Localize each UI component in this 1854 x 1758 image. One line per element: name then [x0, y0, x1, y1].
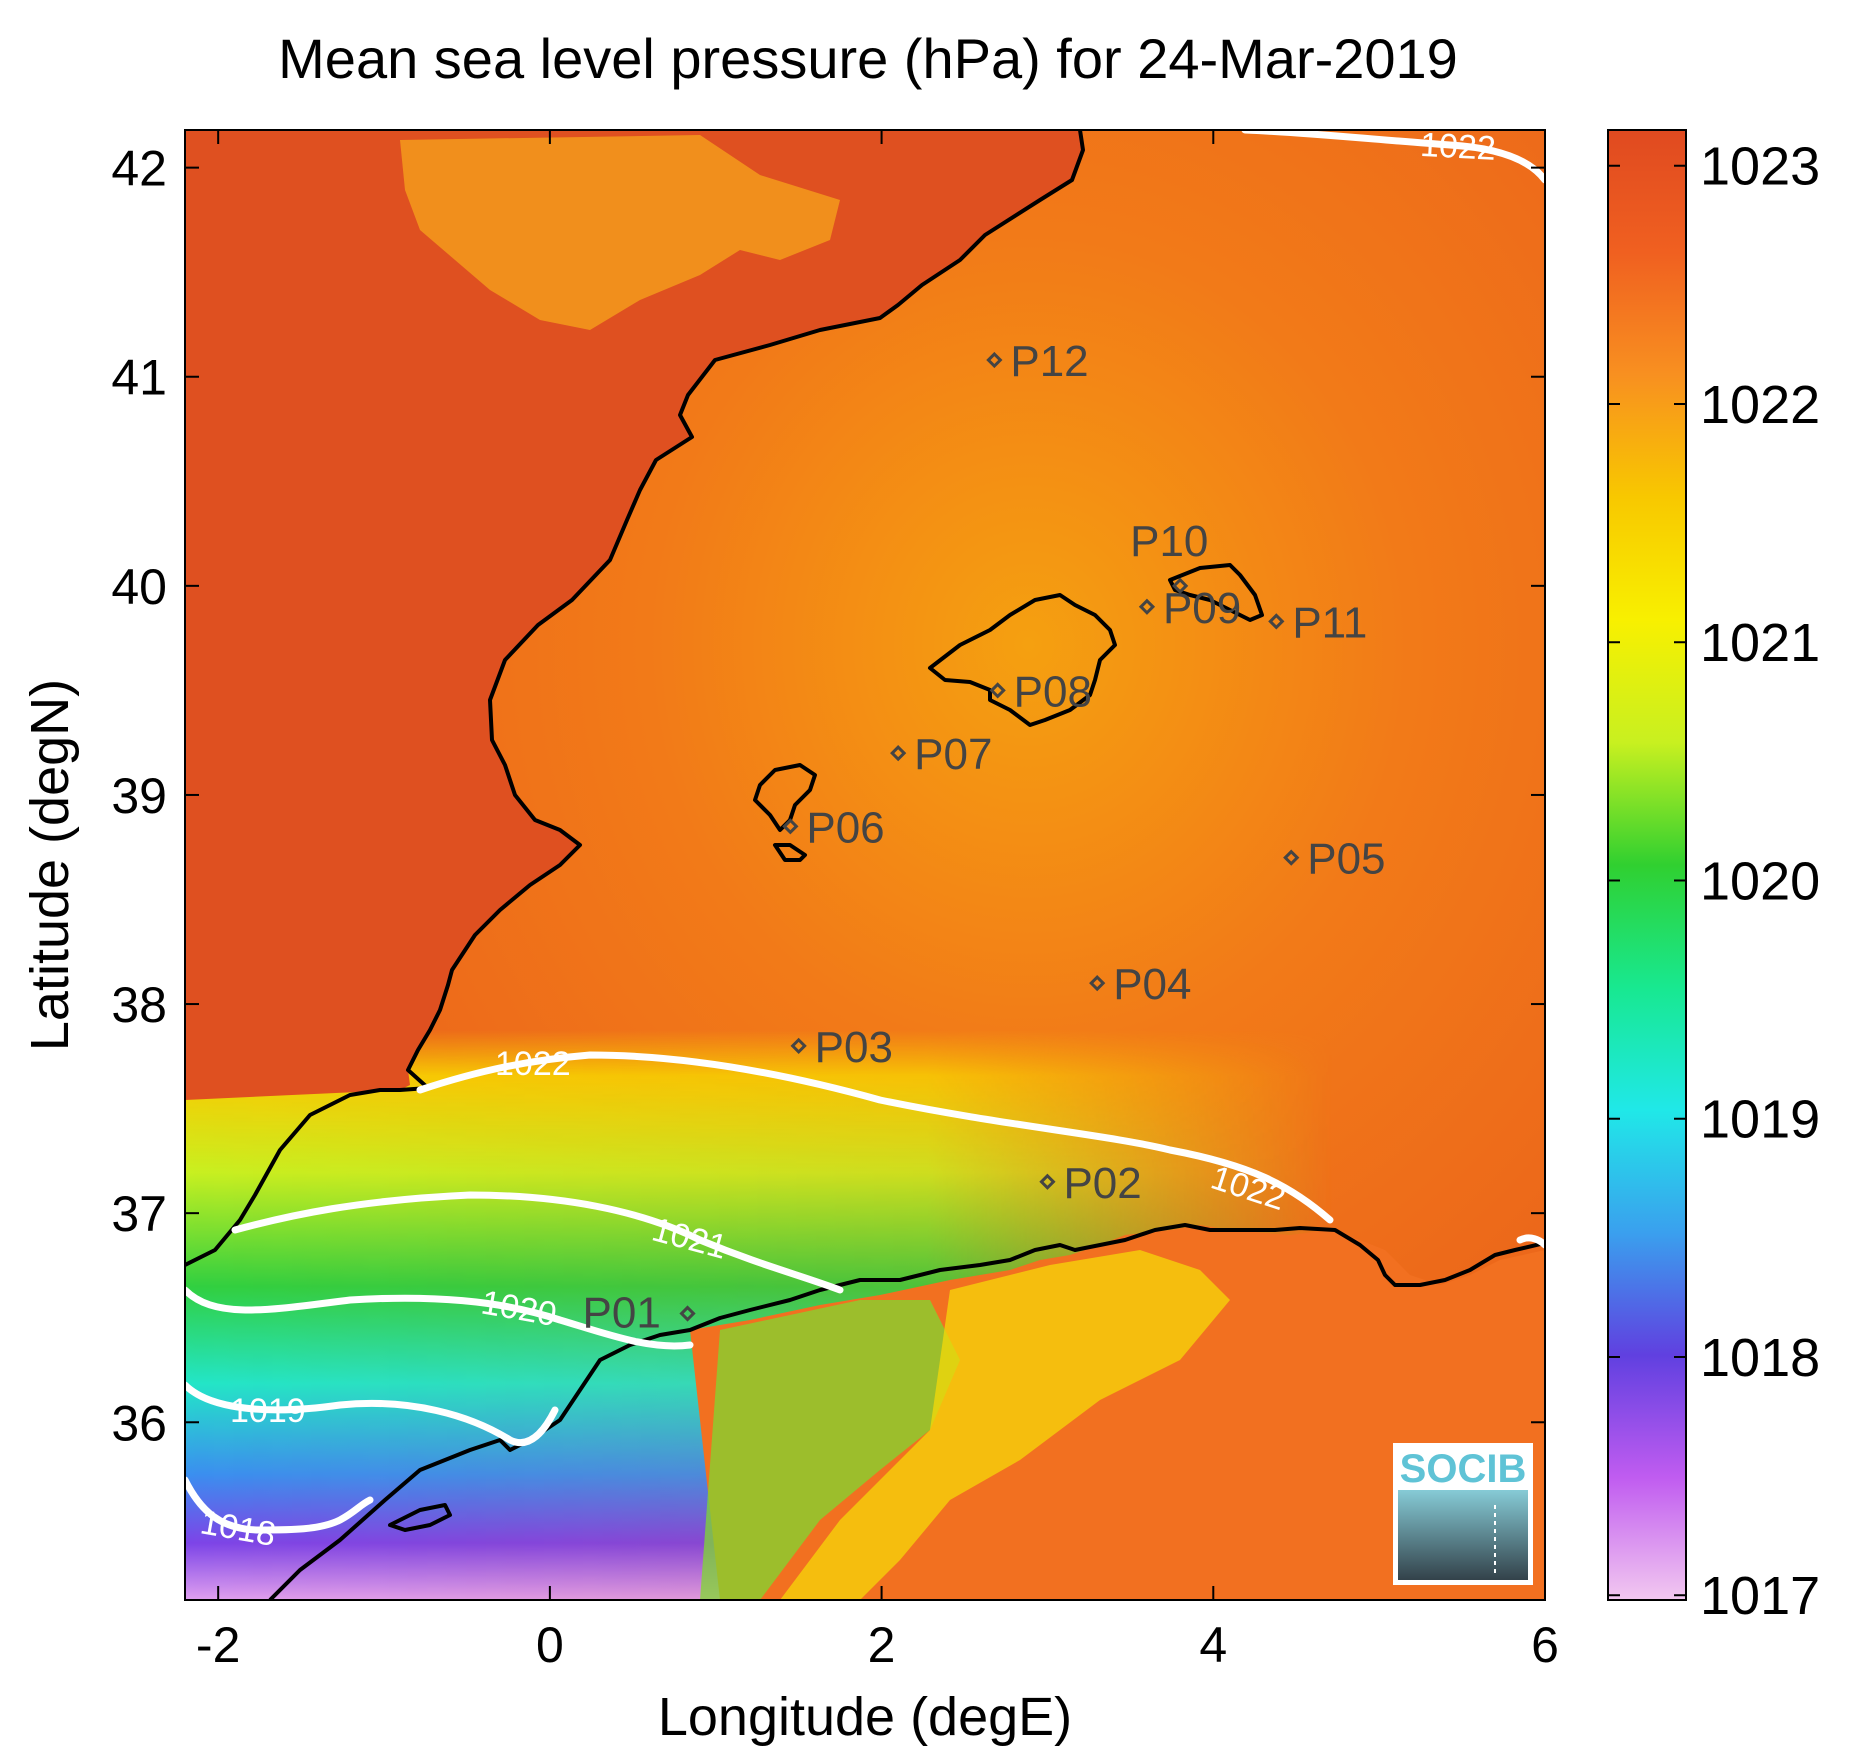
station-marker [1268, 613, 1285, 630]
y-tick-label: 36 [111, 1395, 167, 1451]
y-tick-label: 37 [111, 1186, 167, 1242]
station-label: P08 [1014, 667, 1092, 716]
y-axis-ticks: 36 37 38 39 40 41 42 [111, 141, 1545, 1451]
land-highlands [400, 135, 840, 330]
station-label: P05 [1307, 835, 1385, 884]
land-north-africa-yellow [780, 1250, 1230, 1600]
logo-text: SOCIB [1400, 1447, 1527, 1491]
coastline-formentera [773, 843, 807, 862]
station-label: P07 [914, 730, 992, 779]
contour-1018 [185, 1476, 374, 1534]
station-marker [790, 1037, 807, 1054]
colorbar-tick-label: 1021 [1700, 613, 1820, 673]
logo-wave [1398, 1490, 1528, 1580]
colorbar-tick-label: 1022 [1700, 375, 1820, 435]
station-marker [1039, 1173, 1056, 1190]
station-label: P03 [815, 1023, 893, 1072]
land-north-africa-green [700, 1300, 960, 1600]
y-tick-label: 41 [111, 350, 167, 406]
station-marker [989, 682, 1006, 699]
y-tick-label: 38 [111, 977, 167, 1033]
y-axis-label: Latitude (degN) [20, 679, 80, 1051]
stations: P01 P02 P03 P04 P05 P06 P07 P08 P09 P10 P11 P12 [583, 337, 1386, 1338]
station-label: P02 [1063, 1159, 1141, 1208]
station-label: P06 [806, 803, 884, 852]
coastline-menorca [1168, 563, 1264, 622]
y-tick-label: 42 [111, 141, 167, 197]
station-label: P11 [1292, 598, 1367, 647]
contour-1021 [231, 1191, 844, 1294]
contour-1022-east [1516, 1234, 1545, 1249]
station-marker [679, 1305, 696, 1322]
map-frame [184, 129, 1546, 1601]
coastline-iberia [185, 130, 1085, 1267]
station-label: P01 [583, 1289, 661, 1338]
contour-1020 [185, 1286, 694, 1350]
colorbar-tick-label: 1018 [1700, 1328, 1820, 1388]
map-area: 1022 1022 1022 1021 1020 1019 1018 P01P0… [185, 126, 1545, 1600]
station-marker [1089, 975, 1106, 992]
contour-1022-mid [416, 1051, 1334, 1224]
station-marker [1138, 598, 1156, 615]
station-label: P09 [1163, 584, 1241, 633]
x-tick-label: 2 [868, 1617, 896, 1673]
x-axis-label: Longitude (degE) [658, 1687, 1072, 1747]
x-tick-label: 6 [1531, 1617, 1559, 1673]
x-tick-label: 4 [1199, 1617, 1227, 1673]
colorbar [1607, 129, 1687, 1601]
station-marker [986, 351, 1003, 369]
coastline-alboran [388, 1503, 452, 1532]
colorbar-tick-label: 1019 [1700, 1090, 1820, 1150]
contour-label-1019: 1019 [230, 1392, 306, 1430]
station-marker [890, 745, 907, 762]
contour-label-1022-mid: 1022 [495, 1045, 571, 1083]
y-tick-label: 39 [111, 768, 167, 824]
coastline-ibiza [753, 763, 817, 832]
x-tick-label: -2 [196, 1617, 240, 1673]
contour-1019 [185, 1381, 559, 1447]
land-iberia [185, 130, 1083, 1100]
station-marker [1171, 577, 1189, 594]
contour-label-1022-north: 1022 [1419, 126, 1497, 168]
station-label: P04 [1113, 960, 1191, 1009]
colorbar-tick-label: 1020 [1700, 851, 1820, 911]
socib-logo: SOCIB [1393, 1443, 1533, 1585]
colorbar-ticks: 1017 1018 1019 1020 1021 1022 1023 [1608, 137, 1820, 1626]
contours [185, 130, 1545, 1534]
y-tick-label: 40 [111, 559, 167, 615]
colorbar-tick-label: 1023 [1700, 137, 1820, 197]
coastline-mallorca [928, 593, 1117, 727]
map-title: Mean sea level pressure (hPa) for 24-Mar… [278, 27, 1458, 90]
station-marker [782, 818, 799, 835]
station-label: P12 [1010, 337, 1088, 386]
x-tick-label: 0 [536, 1617, 564, 1673]
contour-1022-north [1241, 130, 1545, 184]
x-axis-ticks: -2 0 2 4 6 [196, 130, 1559, 1673]
station-label: P10 [1130, 517, 1208, 566]
colorbar-tick-label: 1017 [1700, 1566, 1820, 1626]
station-marker [1283, 849, 1300, 866]
